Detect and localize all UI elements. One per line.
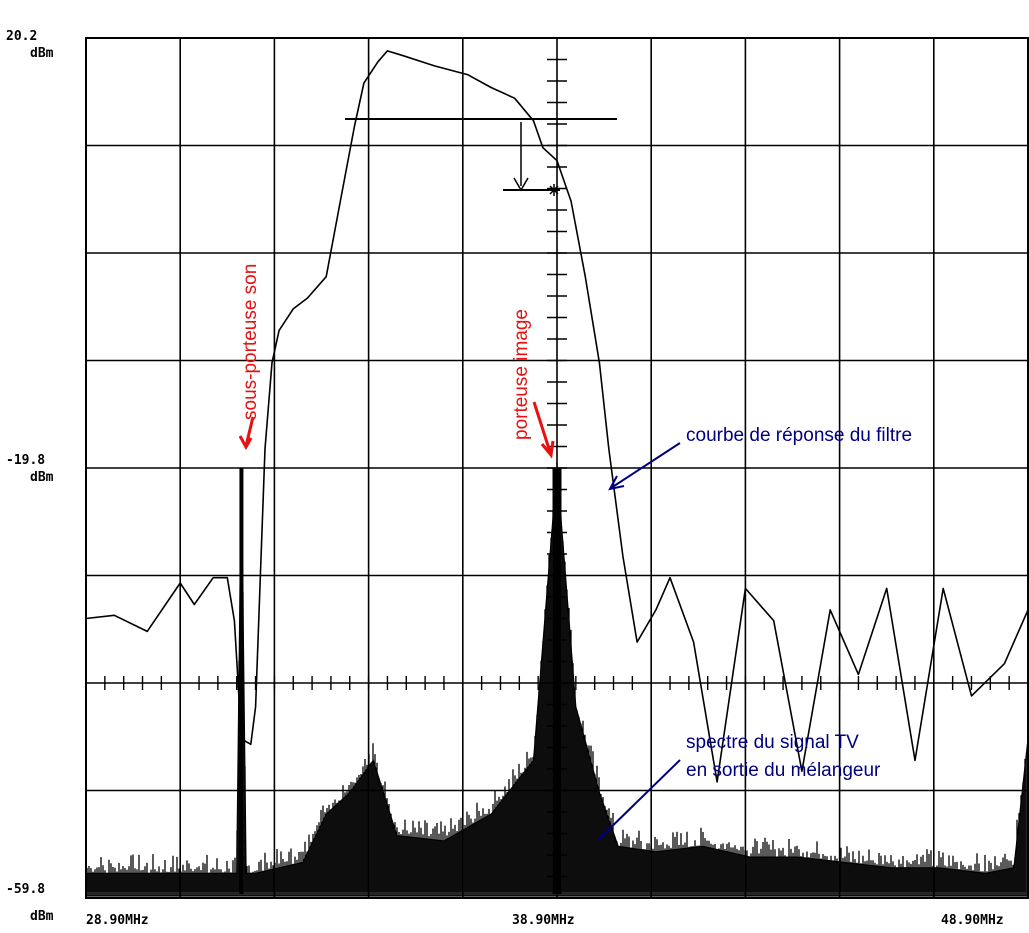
cursor-star-marker xyxy=(548,184,560,196)
y-axis-labels: 20.2 dBm -19.8 dBm -59.8 dBm xyxy=(6,29,54,924)
data-traces xyxy=(85,50,1029,897)
annotation-tv-spectrum-line1: spectre du signal TV xyxy=(686,732,859,753)
filter-response-curve xyxy=(85,50,1029,783)
y-tick-label-bottom: -59.8 xyxy=(6,882,45,897)
y-tick-label-top: 20.2 xyxy=(6,29,37,44)
delta-arrow-head xyxy=(513,177,529,192)
annotation-sound-subcarrier: sous-porteuse son xyxy=(240,264,261,420)
annotation-filter-response-arrow xyxy=(608,442,681,491)
y-tick-unit-bottom: dBm xyxy=(30,909,54,924)
annotation-picture-carrier: porteuse image xyxy=(511,309,532,440)
annotation-filter-response: courbe de réponse du filtre xyxy=(686,425,912,446)
x-tick-label-left: 28.90MHz xyxy=(86,913,149,928)
annotation-sound-subcarrier-arrow xyxy=(238,416,255,451)
x-axis-labels: 28.90MHz 38.90MHz 48.90MHz xyxy=(86,913,1004,928)
x-tick-label-center: 38.90MHz xyxy=(512,913,575,928)
annotation-tv-spectrum-line2: en sortie du mélangeur xyxy=(686,760,881,781)
y-tick-unit-middle: dBm xyxy=(30,470,54,485)
measurement-markers xyxy=(345,118,617,196)
annotations: sous-porteuse son porteuse image courbe … xyxy=(238,264,912,841)
annotation-tv-spectrum-arrow xyxy=(597,759,681,841)
y-tick-label-middle: -19.8 xyxy=(6,453,45,468)
x-tick-label-right: 48.90MHz xyxy=(941,913,1004,928)
annotation-picture-carrier-arrow xyxy=(532,401,555,459)
y-tick-unit-top: dBm xyxy=(30,46,54,61)
tv-spectrum-noise xyxy=(86,462,1026,892)
